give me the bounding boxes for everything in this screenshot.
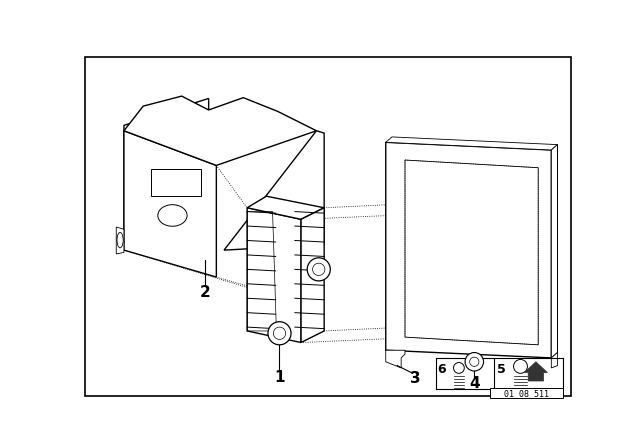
Polygon shape <box>124 99 209 233</box>
Polygon shape <box>224 131 324 250</box>
Circle shape <box>465 353 484 371</box>
Text: 01 08 511: 01 08 511 <box>504 390 549 399</box>
Polygon shape <box>247 208 301 343</box>
Polygon shape <box>386 142 551 358</box>
Text: 2: 2 <box>200 285 210 300</box>
Text: 3: 3 <box>410 371 420 386</box>
Circle shape <box>312 263 325 276</box>
Text: 6: 6 <box>438 363 446 376</box>
Polygon shape <box>124 131 216 277</box>
Circle shape <box>454 362 464 373</box>
Polygon shape <box>386 137 557 150</box>
Circle shape <box>307 258 330 281</box>
Circle shape <box>268 322 291 345</box>
Bar <box>151 169 201 196</box>
Circle shape <box>273 327 285 340</box>
Polygon shape <box>551 145 557 368</box>
Polygon shape <box>405 160 538 345</box>
Polygon shape <box>124 96 316 165</box>
Circle shape <box>513 359 527 373</box>
Polygon shape <box>551 145 557 358</box>
Polygon shape <box>116 227 124 254</box>
Polygon shape <box>247 196 324 220</box>
Circle shape <box>470 357 479 366</box>
Ellipse shape <box>117 233 123 248</box>
Ellipse shape <box>158 205 187 226</box>
Text: 1: 1 <box>275 370 285 385</box>
Polygon shape <box>301 208 324 343</box>
Text: 5: 5 <box>497 363 506 376</box>
Polygon shape <box>524 362 547 381</box>
Bar <box>490 388 563 398</box>
Text: 4: 4 <box>469 376 479 391</box>
Polygon shape <box>386 350 405 368</box>
